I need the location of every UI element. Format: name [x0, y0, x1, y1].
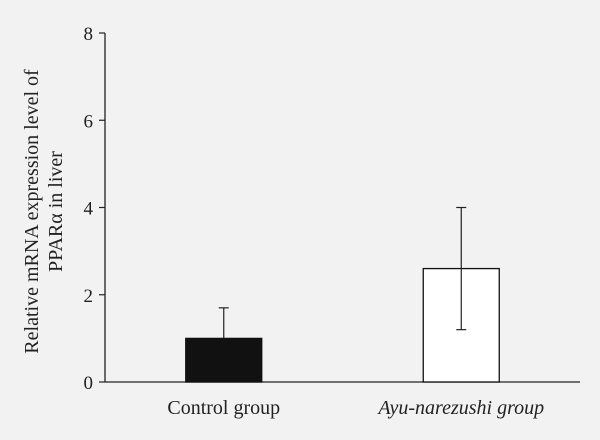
y-ticks: 0 2 4 6 8 — [84, 24, 105, 394]
x-category-label: Control group — [167, 397, 280, 419]
y-tick-label: 4 — [84, 199, 94, 220]
y-axis-title-line: Relative mRNA expression level of — [21, 69, 43, 354]
x-category-labels: Control group Ayu-narezushi group — [167, 397, 544, 419]
y-tick-label: 8 — [84, 24, 94, 45]
y-axis-title-line: PPARα in liver — [45, 151, 67, 272]
y-tick-label: 2 — [84, 286, 94, 307]
x-category-label: Ayu-narezushi group — [376, 397, 544, 419]
error-bars — [218, 206, 467, 339]
y-tick-label: 6 — [84, 111, 94, 132]
bar — [185, 337, 263, 383]
y-axis-title: Relative mRNA expression level of PPARα i… — [21, 69, 67, 354]
axes — [104, 33, 580, 383]
bars — [185, 267, 500, 383]
y-tick-label: 0 — [84, 373, 94, 394]
